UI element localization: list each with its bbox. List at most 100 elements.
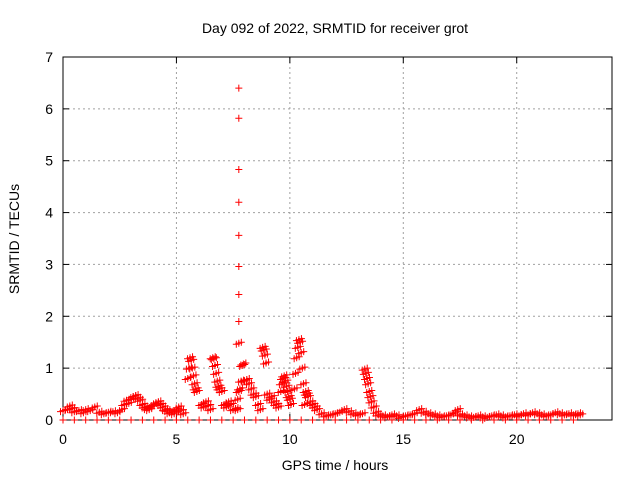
data-point — [289, 370, 297, 378]
baseline-point — [127, 416, 135, 424]
data-point — [390, 413, 398, 421]
data-point — [191, 363, 199, 371]
data-point — [240, 377, 248, 385]
data-point — [79, 407, 87, 415]
data-point — [207, 356, 215, 364]
data-point — [408, 411, 416, 419]
data-point — [385, 412, 393, 420]
data-point — [499, 414, 507, 422]
data-point — [254, 392, 262, 400]
data-point — [281, 388, 289, 396]
data-point — [549, 410, 557, 418]
data-point — [364, 394, 372, 402]
baseline-point — [138, 416, 146, 424]
data-point — [302, 379, 310, 387]
data-point — [274, 388, 282, 396]
data-point — [208, 363, 216, 371]
data-point — [522, 412, 530, 420]
data-point — [277, 402, 285, 410]
baseline-point — [275, 416, 283, 424]
data-point — [190, 355, 198, 363]
data-point — [261, 391, 269, 399]
data-point — [111, 410, 119, 418]
data-point — [286, 386, 294, 394]
data-point — [315, 411, 323, 419]
data-point — [115, 407, 123, 415]
data-point — [235, 231, 243, 239]
data-point — [301, 363, 309, 371]
data-point — [302, 394, 310, 402]
data-point — [224, 401, 232, 409]
data-point — [422, 411, 430, 419]
data-point — [294, 339, 302, 347]
data-point — [235, 317, 243, 325]
data-point — [485, 413, 493, 421]
data-point — [300, 348, 308, 356]
data-point — [526, 410, 534, 418]
data-point — [369, 392, 377, 400]
data-point — [102, 409, 110, 417]
baseline-point — [365, 416, 373, 424]
data-point — [333, 409, 341, 417]
data-point — [232, 340, 240, 348]
y-tick-label: 4 — [45, 205, 53, 221]
data-point — [297, 381, 305, 389]
data-point — [372, 412, 380, 420]
data-point — [245, 386, 253, 394]
data-point — [289, 399, 297, 407]
data-point — [338, 407, 346, 415]
data-point — [316, 405, 324, 413]
data-point — [365, 374, 373, 382]
data-point — [298, 401, 306, 409]
data-point — [88, 404, 96, 412]
data-point — [231, 396, 239, 404]
data-point — [57, 408, 64, 416]
baseline-point — [59, 416, 67, 424]
data-point — [280, 383, 288, 391]
data-point — [188, 381, 196, 389]
data-point — [265, 358, 273, 366]
data-point — [413, 407, 421, 415]
data-point — [361, 409, 369, 417]
data-point — [367, 379, 375, 387]
data-point — [187, 373, 195, 381]
data-point — [454, 412, 462, 420]
axes — [62, 56, 613, 421]
data-point — [248, 379, 256, 387]
x-axis-label: GPS time / hours — [282, 457, 389, 473]
data-point — [272, 404, 280, 412]
data-point — [463, 414, 471, 422]
baseline-point — [218, 416, 226, 424]
data-point — [351, 412, 359, 420]
data-point — [254, 407, 262, 415]
data-point — [365, 399, 373, 407]
data-point — [249, 394, 257, 402]
x-tick-label: 0 — [59, 431, 67, 447]
data-point — [381, 414, 389, 422]
data-point — [220, 386, 228, 394]
data-point — [242, 359, 250, 367]
data-point — [579, 410, 587, 418]
plot-frame — [62, 56, 613, 421]
data-point — [168, 411, 176, 419]
data-point — [262, 345, 270, 353]
data-point — [237, 338, 245, 346]
data-point — [195, 386, 203, 394]
tick-labels: 0 5 10 15 20 0 1 2 3 4 5 6 7 — [45, 49, 525, 447]
data-point — [295, 350, 303, 358]
baseline-point — [297, 416, 305, 424]
y-tick-label: 1 — [45, 360, 53, 376]
data-point — [231, 407, 239, 415]
data-point — [61, 407, 69, 415]
data-point — [367, 404, 375, 412]
data-point — [362, 381, 370, 389]
x-tick-label: 10 — [282, 431, 298, 447]
data-point — [235, 263, 243, 271]
data-point — [185, 357, 193, 365]
data-point — [508, 412, 516, 420]
data-point — [237, 361, 245, 369]
data-point — [229, 399, 237, 407]
data-point — [342, 409, 350, 417]
data-point — [172, 404, 180, 412]
